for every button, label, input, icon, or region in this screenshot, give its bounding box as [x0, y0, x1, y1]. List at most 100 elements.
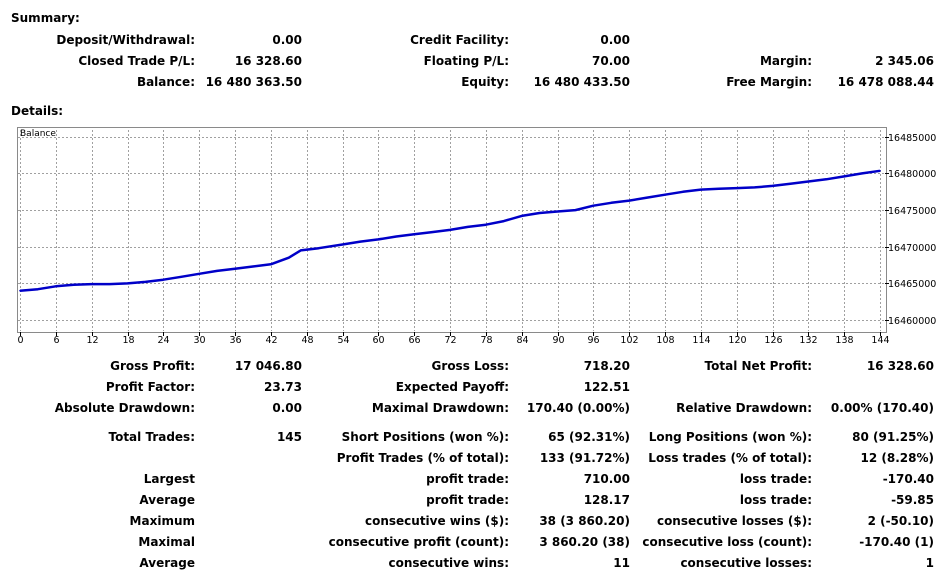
margin-label: Margin:: [759, 54, 812, 68]
balance-data-point: [682, 191, 684, 193]
balance-data-point: [449, 229, 451, 231]
floating-pl-label: Floating P/L:: [423, 54, 509, 68]
details-label-a: Total Trades:: [108, 430, 195, 444]
balance-data-point: [299, 249, 302, 252]
balance-data-point: [718, 188, 720, 190]
details-label-c: loss trade:: [739, 472, 812, 486]
x-tick-label: 24: [157, 335, 169, 346]
balance-data-point: [592, 204, 595, 207]
details-label-b: profit trade:: [426, 472, 509, 486]
balance-series-line: [19, 169, 881, 292]
details-value-a: 145: [276, 430, 302, 444]
balance-data-point: [413, 233, 416, 236]
balance-data-point: [825, 178, 828, 181]
balance-data-point: [317, 247, 320, 249]
x-tick-label: 36: [229, 335, 241, 346]
details-label-b: Gross Loss:: [431, 359, 509, 373]
margin-value: 2 345.06: [875, 54, 934, 68]
details-label-a: Maximal: [138, 535, 195, 549]
balance-data-point: [126, 282, 129, 285]
balance-data-point: [180, 276, 183, 278]
details-value-b: 65 (92.31%): [548, 430, 630, 444]
balance-data-point: [90, 283, 93, 285]
balance-label: Balance:: [136, 75, 195, 89]
x-tick-label: 12: [86, 335, 98, 346]
balance-data-point: [861, 172, 863, 175]
credit-value: 0.00: [600, 33, 630, 47]
x-tick-label: 132: [799, 335, 817, 346]
balance-data-point: [789, 182, 792, 185]
details-value-c: 80 (91.25%): [852, 430, 934, 444]
balance-data-point: [162, 278, 165, 281]
x-tick-label: 60: [372, 335, 384, 346]
details-label-c: consecutive losses:: [680, 556, 812, 570]
details-value-b: 11: [613, 556, 630, 570]
balance-chart-svg: 16460000 16465000 16470000 16475000 16480000…: [17, 130, 936, 346]
x-tick-label: 144: [871, 335, 889, 346]
details-value-b: 38 (3 860.20): [539, 514, 630, 528]
y-tick-label: 16470000: [888, 243, 936, 254]
balance-data-point: [610, 202, 613, 204]
details-value-b: 133 (91.72%): [539, 451, 630, 465]
details-value-c: 2 (-50.10): [867, 514, 934, 528]
balance-data-point: [55, 285, 57, 288]
x-tick-label: 0: [17, 335, 23, 346]
balance-data-point: [879, 170, 881, 172]
y-tick-label: 16460000: [888, 316, 936, 327]
balance-data-point: [252, 265, 254, 268]
chart-title: Balance: [20, 129, 56, 139]
summary-title: Summary:: [11, 11, 80, 25]
free-margin-label: Free Margin:: [726, 75, 812, 89]
balance-data-point: [664, 193, 666, 196]
balance-data-point: [234, 267, 236, 270]
details-value-c: 1: [925, 556, 934, 570]
balance-data-point: [843, 175, 845, 178]
x-tick-label: 96: [587, 335, 599, 346]
details-label-b: Expected Payoff:: [395, 380, 509, 394]
details-value-c: 12 (8.28%): [860, 451, 934, 465]
equity-value: 16 480 433.50: [533, 75, 630, 89]
y-tick-label: 16465000: [888, 279, 936, 290]
details-value-c: -170.40 (1): [859, 535, 934, 549]
details-title: Details:: [11, 104, 64, 118]
details-value-b: 122.51: [583, 380, 630, 394]
details-label-c: Long Positions (won %):: [648, 430, 812, 444]
free-margin-value: 16 478 088.44: [837, 75, 934, 89]
details-label-b: Profit Trades (% of total):: [336, 451, 509, 465]
balance-data-point: [288, 256, 290, 259]
balance-data-point: [359, 240, 362, 243]
x-tick-label: 48: [301, 335, 313, 346]
x-tick-label: 90: [552, 335, 564, 346]
x-tick-label: 84: [516, 335, 528, 346]
balance-data-point: [341, 243, 344, 246]
details-label-c: consecutive loss (count):: [642, 535, 812, 549]
details-value-c: 16 328.60: [866, 359, 934, 373]
balance-data-point: [37, 288, 39, 291]
x-tick-label: 72: [444, 335, 456, 346]
details-value-c: 0.00% (170.40): [830, 401, 934, 415]
details-value-b: 718.20: [583, 359, 630, 373]
x-tick-label: 6: [53, 335, 59, 346]
balance-data-point: [377, 238, 380, 241]
balance-data-point: [574, 209, 577, 211]
details-label-b: Short Positions (won %):: [341, 430, 509, 444]
details-label-c: consecutive losses ($):: [656, 514, 812, 528]
balance-data-point: [19, 289, 21, 292]
balance-data-point: [144, 281, 147, 283]
equity-label: Equity:: [461, 75, 509, 89]
details-value-b: 128.17: [583, 493, 630, 507]
x-tick-label: 138: [835, 335, 853, 346]
balance-data-point: [628, 199, 630, 202]
details-value-a: 23.73: [264, 380, 302, 394]
x-tick-label: 54: [337, 335, 349, 346]
x-tick-label: 126: [764, 335, 782, 346]
balance-data-point: [556, 210, 559, 213]
details-label-c: Loss trades (% of total):: [648, 451, 812, 465]
details-label-c: Relative Drawdown:: [676, 401, 812, 415]
details-label-b: consecutive wins:: [388, 556, 509, 570]
details-value-b: 3 860.20 (38): [539, 535, 630, 549]
details-value-b: 710.00: [583, 472, 630, 486]
balance-data-point: [807, 180, 810, 183]
balance-data-point: [753, 186, 756, 189]
details-label-a: Average: [139, 556, 195, 570]
